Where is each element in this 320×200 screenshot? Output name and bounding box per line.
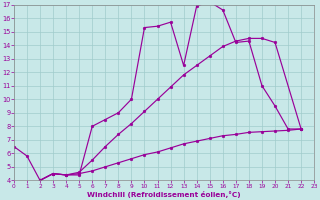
X-axis label: Windchill (Refroidissement éolien,°C): Windchill (Refroidissement éolien,°C) xyxy=(87,191,241,198)
